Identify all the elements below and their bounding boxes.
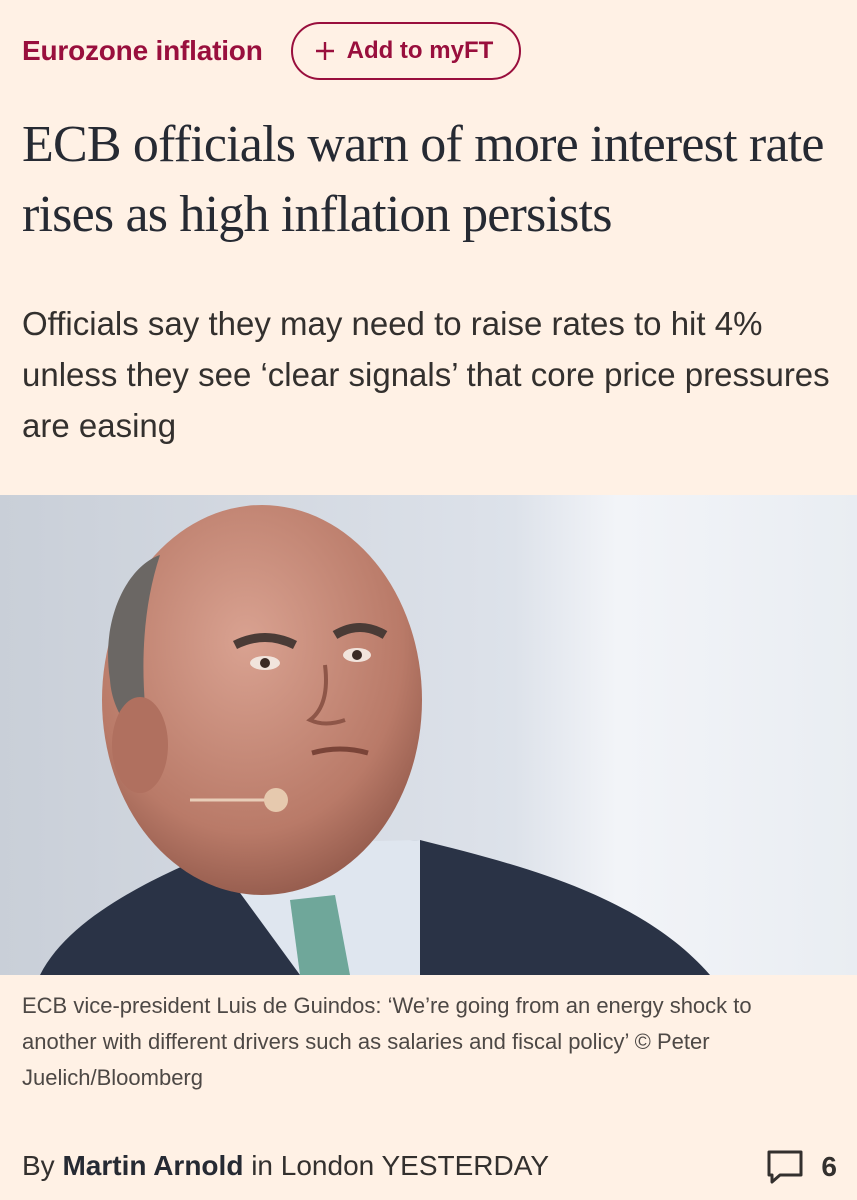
byline-prefix: By	[22, 1150, 55, 1181]
headline: ECB officials warn of more interest rate…	[22, 116, 824, 243]
comments-button[interactable]: 6	[767, 1150, 837, 1184]
author-link[interactable]: Martin Arnold	[62, 1150, 244, 1181]
topic-link[interactable]: Eurozone inflation	[22, 35, 263, 66]
byline-location: in London	[251, 1150, 375, 1181]
publish-time: YESTERDAY	[381, 1150, 550, 1181]
topic-bar: Eurozone inflation Add to myFT	[22, 22, 522, 80]
byline: By Martin Arnold in London YESTERDAY	[22, 1150, 549, 1182]
follow-button[interactable]: Add to myFT	[290, 22, 522, 80]
comment-icon	[767, 1150, 803, 1184]
plus-icon	[315, 42, 334, 60]
article-photo	[0, 495, 857, 975]
standfirst: Officials say they may need to raise rat…	[22, 305, 830, 444]
image-caption: ECB vice-president Luis de Guindos: ‘We’…	[22, 993, 752, 1090]
follow-label: Add to myFT	[346, 37, 494, 64]
comment-count: 6	[821, 1151, 837, 1182]
